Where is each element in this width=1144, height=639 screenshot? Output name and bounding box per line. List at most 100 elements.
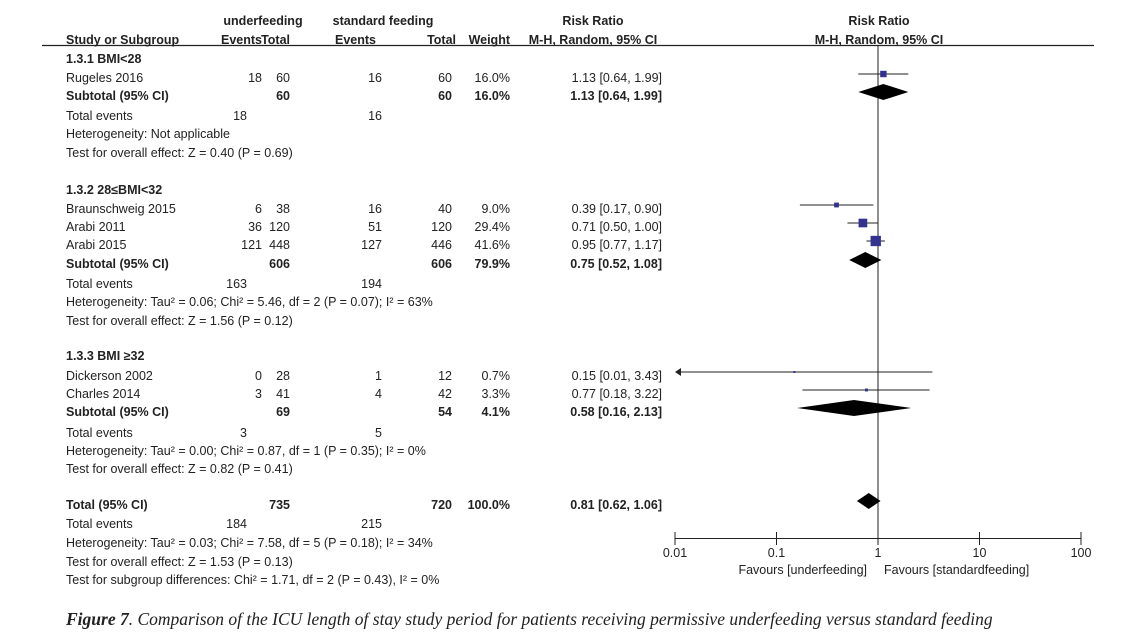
header-total1: Total — [261, 33, 290, 47]
total1: 60 — [276, 71, 290, 85]
note-label: Test for overall effect: Z = 0.40 (P = 0… — [66, 146, 293, 160]
total2: 40 — [438, 202, 452, 216]
total-events2: 5 — [375, 426, 382, 440]
study-square — [858, 218, 868, 228]
events1: 36 — [248, 220, 262, 234]
total1: 38 — [276, 202, 290, 216]
header-plot-title: Risk Ratio — [848, 14, 910, 28]
header-group2: standard feeding — [332, 14, 434, 28]
total1: 735 — [269, 498, 290, 512]
note-label: Test for overall effect: Z = 0.82 (P = 0… — [66, 462, 293, 476]
events-label: Total events — [66, 277, 133, 291]
heading-label: 1.3.2 28≤BMI<32 — [66, 183, 163, 197]
study-square — [793, 371, 796, 373]
note-label: Heterogeneity: Tau² = 0.00; Chi² = 0.87,… — [66, 444, 426, 458]
study-square — [870, 235, 881, 247]
risk-ratio-ci: 0.58 [0.16, 2.13] — [570, 405, 662, 419]
header-weight: Weight — [468, 33, 510, 47]
figure-caption: Figure 7. Comparison of the ICU length o… — [66, 609, 993, 630]
events-label: Total events — [66, 109, 133, 123]
weight: 100.0% — [467, 498, 510, 512]
header-study: Study or Subgroup — [66, 33, 180, 47]
weight: 0.7% — [481, 369, 511, 383]
header-events1: Events — [221, 33, 262, 47]
total-events1: 163 — [226, 277, 247, 291]
risk-ratio-ci: 0.71 [0.50, 1.00] — [571, 220, 662, 234]
risk-ratio-ci: 0.95 [0.77, 1.17] — [571, 238, 662, 252]
study-label: Dickerson 2002 — [66, 369, 153, 383]
x-tick-label: 0.1 — [768, 546, 785, 560]
subtotal-label: Subtotal (95% CI) — [66, 405, 169, 419]
x-tick-label: 100 — [1071, 546, 1092, 560]
note-label: Test for overall effect: Z = 1.53 (P = 0… — [66, 555, 293, 569]
events2: 1 — [375, 369, 382, 383]
risk-ratio-ci: 1.13 [0.64, 1.99] — [570, 89, 662, 103]
favours-right-label: Favours [standardfeeding] — [884, 563, 1029, 577]
risk-ratio-ci: 0.39 [0.17, 0.90] — [571, 202, 662, 216]
events1: 121 — [241, 238, 262, 252]
total2: 60 — [438, 89, 452, 103]
events1: 3 — [255, 387, 262, 401]
total2: 446 — [431, 238, 452, 252]
header-events2: Events — [335, 33, 376, 47]
events-label: Total events — [66, 426, 133, 440]
pooled-diamond — [856, 493, 881, 509]
weight: 9.0% — [481, 202, 511, 216]
study-label: Arabi 2015 — [66, 238, 127, 252]
total1: 69 — [276, 405, 290, 419]
study-label: Arabi 2011 — [66, 220, 126, 234]
note-label: Test for overall effect: Z = 1.56 (P = 0… — [66, 314, 293, 328]
total-events2: 194 — [361, 277, 382, 291]
total2: 42 — [438, 387, 452, 401]
note-label: Heterogeneity: Tau² = 0.03; Chi² = 7.58,… — [66, 536, 433, 550]
header-group1: underfeeding — [223, 14, 303, 28]
events2: 4 — [375, 387, 382, 401]
caption-text: . Comparison of the ICU length of stay s… — [128, 609, 993, 629]
total-events2: 16 — [368, 109, 382, 123]
total1: 60 — [276, 89, 290, 103]
header-rr-method: M-H, Random, 95% CI — [528, 33, 658, 47]
events2: 16 — [368, 71, 382, 85]
ci-arrow-left — [675, 368, 681, 376]
subtotal-label: Total (95% CI) — [66, 498, 148, 512]
study-square — [865, 388, 868, 392]
subtotal-label: Subtotal (95% CI) — [66, 257, 169, 271]
header-rr-title: Risk Ratio — [562, 14, 624, 28]
study-label: Braunschweig 2015 — [66, 202, 176, 216]
heading-label: 1.3.1 BMI<28 — [66, 52, 142, 66]
heading-label: 1.3.3 BMI ≥32 — [66, 349, 145, 363]
x-tick-label: 10 — [973, 546, 987, 560]
total2: 54 — [438, 405, 452, 419]
events2: 51 — [368, 220, 382, 234]
x-tick-label: 1 — [875, 546, 882, 560]
total2: 720 — [431, 498, 452, 512]
study-square — [880, 70, 887, 78]
pooled-diamond — [797, 400, 912, 416]
favours-left-label: Favours [underfeeding] — [738, 563, 867, 577]
events2: 127 — [361, 238, 382, 252]
total2: 12 — [438, 369, 452, 383]
events-label: Total events — [66, 517, 133, 531]
weight: 16.0% — [474, 89, 510, 103]
x-tick-label: 0.01 — [663, 546, 687, 560]
total1: 120 — [269, 220, 290, 234]
pooled-diamond — [858, 84, 909, 100]
subtotal-label: Subtotal (95% CI) — [66, 89, 169, 103]
weight: 41.6% — [474, 238, 510, 252]
note-label: Test for subgroup differences: Chi² = 1.… — [66, 573, 440, 587]
weight: 3.3% — [481, 387, 511, 401]
study-square — [834, 202, 839, 208]
note-label: Heterogeneity: Tau² = 0.06; Chi² = 5.46,… — [66, 295, 433, 309]
risk-ratio-ci: 0.77 [0.18, 3.22] — [571, 387, 662, 401]
weight: 29.4% — [474, 220, 510, 234]
risk-ratio-ci: 0.75 [0.52, 1.08] — [570, 257, 662, 271]
pooled-diamond — [849, 252, 882, 268]
events2: 16 — [368, 202, 382, 216]
total2: 606 — [431, 257, 452, 271]
events1: 6 — [255, 202, 262, 216]
total2: 120 — [431, 220, 452, 234]
total-events1: 3 — [240, 426, 247, 440]
weight: 4.1% — [481, 405, 511, 419]
header-total2: Total — [427, 33, 456, 47]
